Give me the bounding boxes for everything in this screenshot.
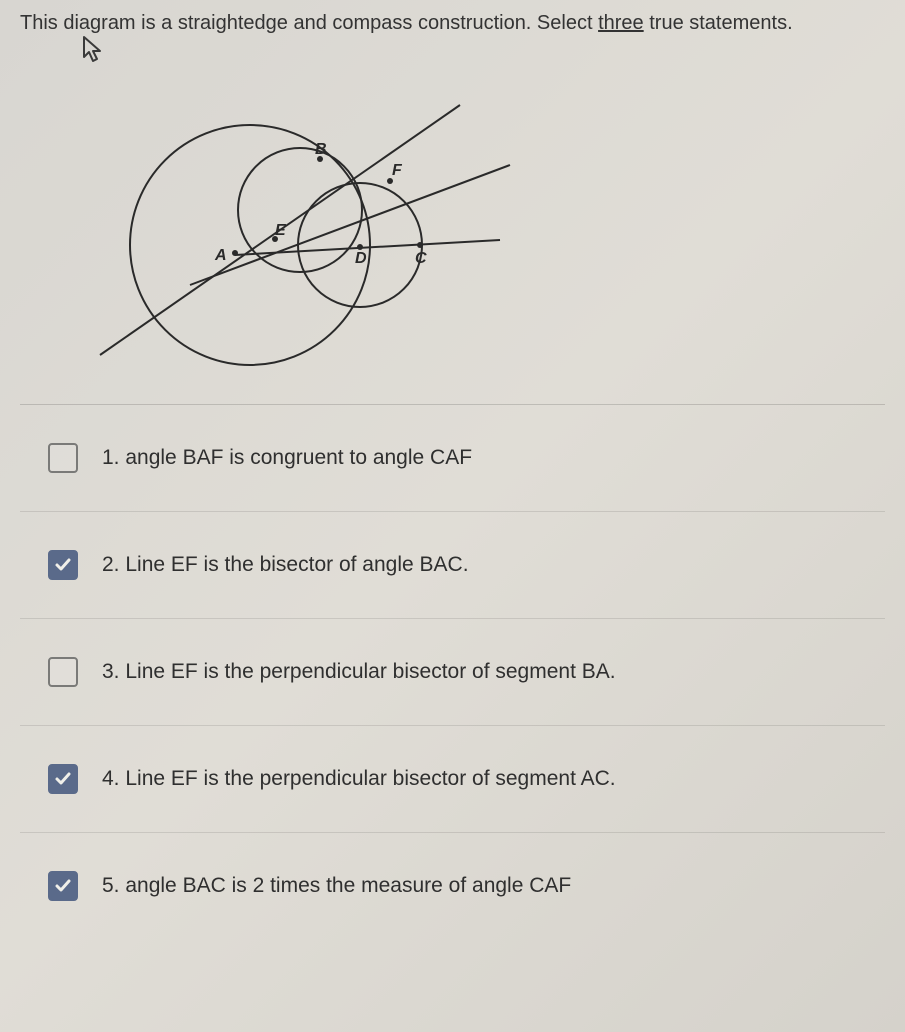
option-text-5: 5. angle BAC is 2 times the measure of a…: [102, 874, 571, 898]
construction-line: [235, 240, 500, 255]
option-text-2: 2. Line EF is the bisector of angle BAC.: [102, 553, 469, 577]
option-row-5[interactable]: 5. angle BAC is 2 times the measure of a…: [20, 833, 885, 939]
check-icon: [53, 555, 73, 575]
question-prompt: This diagram is a straightedge and compa…: [20, 12, 885, 35]
options-list: 1. angle BAF is congruent to angle CAF 2.…: [20, 405, 885, 939]
check-icon: [53, 769, 73, 789]
option-row-2[interactable]: 2. Line EF is the bisector of angle BAC.: [20, 512, 885, 619]
checkbox-3[interactable]: [48, 657, 78, 687]
option-row-1[interactable]: 1. angle BAF is congruent to angle CAF: [20, 405, 885, 512]
checkbox-5[interactable]: [48, 871, 78, 901]
prompt-underlined: three: [598, 12, 644, 34]
point-label-D: D: [355, 250, 367, 267]
prompt-before: This diagram is a straightedge and compa…: [20, 12, 598, 34]
checkbox-4[interactable]: [48, 764, 78, 794]
prompt-after: true statements.: [644, 12, 793, 34]
point-label-C: C: [415, 250, 427, 267]
check-icon: [53, 876, 73, 896]
page: This diagram is a straightedge and compa…: [0, 0, 905, 939]
option-text-3: 3. Line EF is the perpendicular bisector…: [102, 660, 616, 684]
point-A: [232, 250, 238, 256]
point-C: [417, 242, 423, 248]
option-row-3[interactable]: 3. Line EF is the perpendicular bisector…: [20, 619, 885, 726]
point-label-A: A: [214, 247, 227, 264]
option-text-4: 4. Line EF is the perpendicular bisector…: [102, 767, 616, 791]
point-label-F: F: [392, 162, 403, 179]
option-text-1: 1. angle BAF is congruent to angle CAF: [102, 446, 472, 470]
option-row-4[interactable]: 4. Line EF is the perpendicular bisector…: [20, 726, 885, 833]
construction-diagram: A B F E D C: [80, 35, 540, 395]
point-label-E: E: [275, 222, 287, 239]
checkbox-1[interactable]: [48, 443, 78, 473]
point-label-B: B: [315, 141, 327, 158]
cursor-icon: [80, 35, 106, 65]
checkbox-2[interactable]: [48, 550, 78, 580]
diagram-area: A B F E D C: [20, 45, 885, 405]
